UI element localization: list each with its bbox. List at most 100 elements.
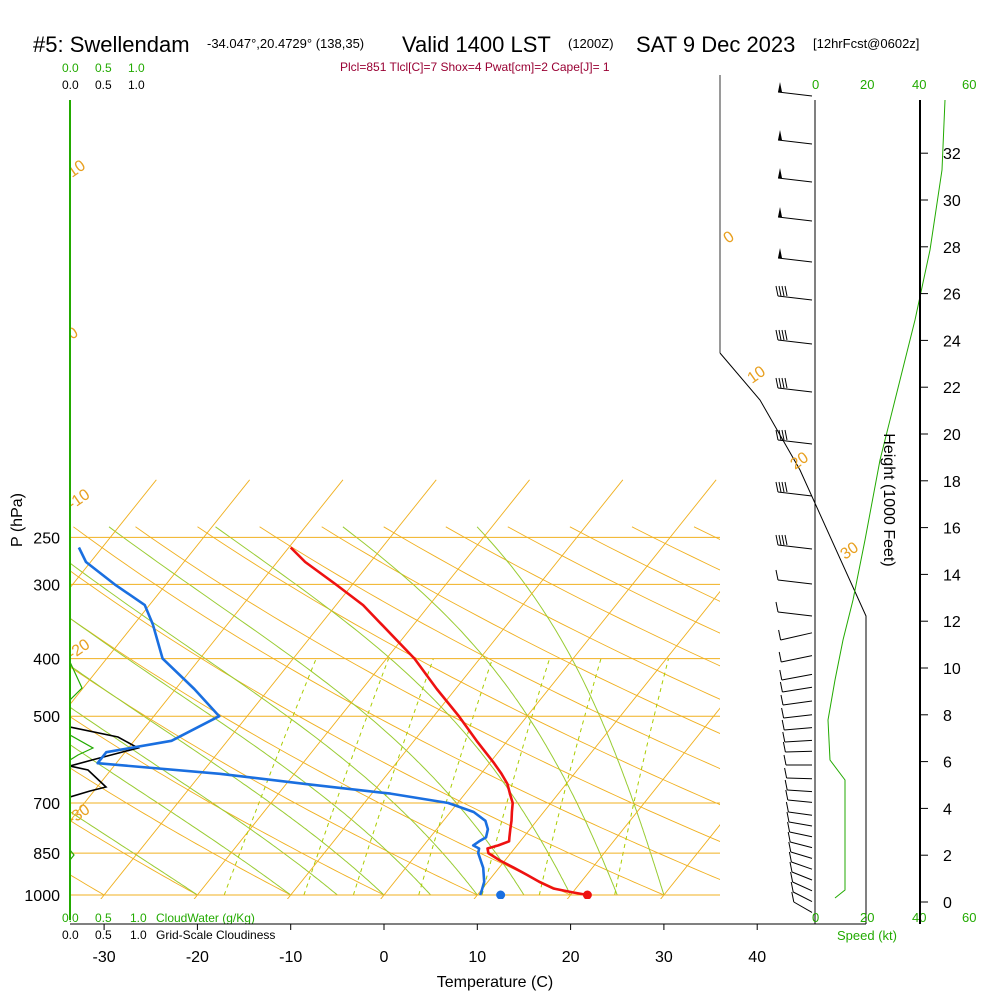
wind-barb-shaft	[788, 821, 813, 827]
dry-adiabat-label: 0	[721, 228, 738, 247]
bottom-green-tick-1: 0.5	[95, 911, 112, 925]
height-tick-label: 12	[943, 614, 961, 631]
mixing-ratio-label: 12	[524, 896, 545, 916]
wind-barb-shaft	[777, 579, 813, 585]
isotherm	[100, 479, 437, 899]
isotherm	[380, 479, 717, 899]
wind-barb-feather	[775, 377, 779, 389]
top-black-tick-2: 1.0	[128, 78, 145, 92]
dry-adiabat-label: -20	[65, 636, 94, 663]
moist-adiabat	[108, 526, 525, 896]
height-axis-title: Height (1000 Feet)	[880, 433, 897, 566]
wind-barbs	[775, 82, 813, 913]
wind-barb-pennant	[778, 82, 782, 92]
isotherm	[70, 479, 251, 706]
wind-barb-feather	[787, 821, 791, 833]
cloud-water-trace	[70, 661, 95, 861]
plot-area: 1 2 3 5 8 12 20 100-10-20-30	[65, 157, 720, 917]
speed-bottom-tick-1: 20	[860, 910, 874, 925]
speed-top-tick-1: 20	[860, 77, 874, 92]
wind-speed-profile	[827, 99, 946, 899]
isotherm	[193, 479, 530, 899]
mixing-ratio-line	[538, 658, 602, 896]
wind-barb-feather	[781, 285, 785, 297]
isotherm	[286, 479, 624, 899]
pressure-axis-title: P (hPa)	[9, 493, 26, 547]
height-tick-label: 24	[943, 333, 961, 350]
dewpoint-line	[77, 546, 490, 896]
wind-barb-shaft	[788, 811, 813, 816]
wind-barb-feather	[779, 681, 783, 693]
x-tick-label: 30	[655, 949, 673, 966]
wind-barb-feather	[784, 377, 788, 389]
cloud-water-label: CloudWater (g/Kg)	[156, 911, 255, 925]
wind-barb-shaft	[790, 851, 813, 859]
station-title: #5: Swellendam	[33, 32, 190, 57]
forecast-info: [12hrFcst@0602z]	[813, 36, 919, 51]
dry-adiabat	[383, 526, 720, 700]
dry-adiabat-label: 20	[788, 449, 812, 473]
dry-adiabat	[507, 526, 720, 634]
mixing-ratio-label: 5	[404, 902, 420, 917]
top-green-tick-1: 0.5	[95, 61, 112, 75]
isotherm	[70, 479, 344, 822]
wind-barb-feather	[778, 377, 782, 389]
wind-barb-feather	[785, 789, 789, 801]
wind-barb-shaft	[792, 891, 813, 903]
wind-barb-shaft	[777, 216, 813, 222]
height-tick-label: 20	[943, 427, 961, 444]
wind-barb-feather	[778, 329, 782, 341]
wind-barb-feather	[788, 841, 792, 853]
isotherm	[660, 824, 720, 899]
speed-bottom-tick-3: 60	[962, 910, 976, 925]
wind-barb-feather	[781, 719, 785, 731]
height-tick-label: 0	[943, 895, 952, 912]
wind-barb-feather	[784, 767, 788, 779]
wind-barb-shaft	[777, 295, 813, 301]
dry-adiabat	[70, 820, 198, 896]
wind-barb-feather	[784, 285, 788, 297]
x-tick-label: 40	[748, 949, 766, 966]
wind-barb-feather	[784, 429, 788, 441]
isotherms	[70, 479, 720, 899]
wind-barb-shaft	[777, 91, 813, 97]
wind-barb-feather	[785, 801, 789, 813]
pressure-label-850: 850	[33, 846, 60, 863]
bottom-black-tick-2: 1.0	[130, 928, 147, 942]
dry-adiabat	[70, 617, 571, 896]
speed-label: Speed (kt)	[837, 928, 897, 943]
wind-barb-feather	[779, 669, 783, 681]
height-tick-label: 2	[943, 848, 952, 865]
wind-panel: 0 20 40 60 0 20 40 60 Speed (kt)	[719, 75, 976, 943]
moist-adiabat	[70, 617, 431, 896]
valid-date: SAT 9 Dec 2023	[636, 32, 795, 57]
wind-barb-shaft	[787, 799, 813, 803]
top-black-tick-0: 0.0	[62, 78, 79, 92]
wind-barb-shaft	[777, 544, 813, 550]
cloudiness-trace	[70, 726, 141, 798]
dry-adiabat-label: 10	[65, 157, 89, 181]
surface-temperature-marker	[582, 890, 592, 899]
wind-barb-feather	[778, 534, 782, 546]
sounding-lines	[77, 546, 592, 899]
wind-barb-feather	[778, 429, 782, 441]
wind-barb-shaft	[780, 632, 813, 641]
wind-barb-shaft	[784, 739, 813, 743]
moist-adiabat	[70, 811, 198, 896]
wind-barb-shaft	[792, 881, 813, 892]
wind-barb-shaft	[777, 177, 813, 183]
height-tick-label: 18	[943, 474, 961, 491]
mixing-ratio-line	[303, 658, 390, 896]
isotherm	[473, 590, 720, 899]
wind-barb-feather	[781, 481, 785, 493]
wind-barb-feather	[784, 329, 788, 341]
mixing-ratio-label: 2	[289, 902, 305, 917]
dry-adiabat	[135, 526, 720, 843]
wind-barb-feather	[784, 534, 788, 546]
moist-adiabat	[476, 526, 665, 896]
height-tick-label: 30	[943, 193, 961, 210]
wind-barb-feather	[778, 285, 782, 297]
wind-barb-feather	[781, 429, 785, 441]
mixing-ratio-line	[352, 658, 434, 896]
